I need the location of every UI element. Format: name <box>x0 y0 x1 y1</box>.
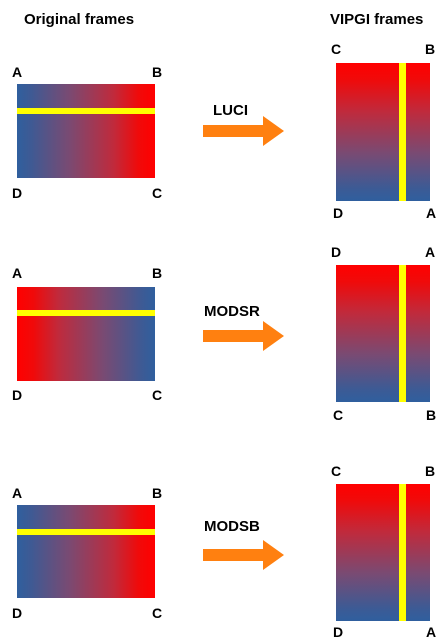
row2-original-corner-bl: D <box>12 387 23 403</box>
row3-original-stripe <box>17 529 155 535</box>
row1-vipgi-corner-br: A <box>426 205 437 221</box>
row3-arrow-icon <box>203 540 284 570</box>
row2-vipgi-corner-bl: C <box>333 407 344 423</box>
row3-original-corner-bl: D <box>12 605 23 621</box>
row2-arrow-icon <box>203 321 284 351</box>
row1-arrow-icon <box>203 116 284 146</box>
row3-vipgi-corner-br: A <box>426 624 437 640</box>
row1-original-corner-bl: D <box>12 185 23 201</box>
row3-vipgi-corner-tl: C <box>331 463 342 479</box>
row1-original-corner-tl: A <box>12 64 23 80</box>
row2-vipgi-corner-br: B <box>426 407 437 423</box>
row1-original-stripe <box>17 108 155 114</box>
row1-vipgi-corner-bl: D <box>333 205 344 221</box>
row2-instrument-label: MODSR <box>204 303 260 320</box>
row3-vipgi-frame <box>336 484 430 621</box>
row2-original-corner-br: C <box>152 387 163 403</box>
row1-vipgi-corner-tl: C <box>331 41 342 57</box>
row3-original-corner-tl: A <box>12 485 23 501</box>
row3-vipgi-corner-bl: D <box>333 624 344 640</box>
row2-original-corner-tl: A <box>12 265 23 281</box>
vipgi-frames-header: VIPGI frames <box>330 11 424 28</box>
row3-instrument-label: MODSB <box>204 518 260 535</box>
row1-original-frame <box>17 84 155 178</box>
row3-vipgi-corner-tr: B <box>425 463 436 479</box>
row2-vipgi-frame <box>336 265 430 402</box>
row1-vipgi-corner-tr: B <box>425 41 436 57</box>
row1-original-corner-br: C <box>152 185 163 201</box>
row3-original-corner-tr: B <box>152 485 163 501</box>
row3-original-frame <box>17 505 155 598</box>
row2-vipgi-corner-tr: A <box>425 244 436 260</box>
row2-original-stripe <box>17 310 155 316</box>
row1-vipgi-stripe <box>399 63 406 201</box>
row1-instrument-label: LUCI <box>213 102 248 119</box>
row2-vipgi-corner-tl: D <box>331 244 342 260</box>
original-frames-header: Original frames <box>24 11 135 28</box>
row3-original-corner-br: C <box>152 605 163 621</box>
row2-original-frame <box>17 287 155 381</box>
row2-original-corner-tr: B <box>152 265 163 281</box>
row3-vipgi-stripe <box>399 484 406 621</box>
row1-vipgi-frame <box>336 63 430 201</box>
row1-original-corner-tr: B <box>152 64 163 80</box>
row2-vipgi-stripe <box>399 265 406 402</box>
